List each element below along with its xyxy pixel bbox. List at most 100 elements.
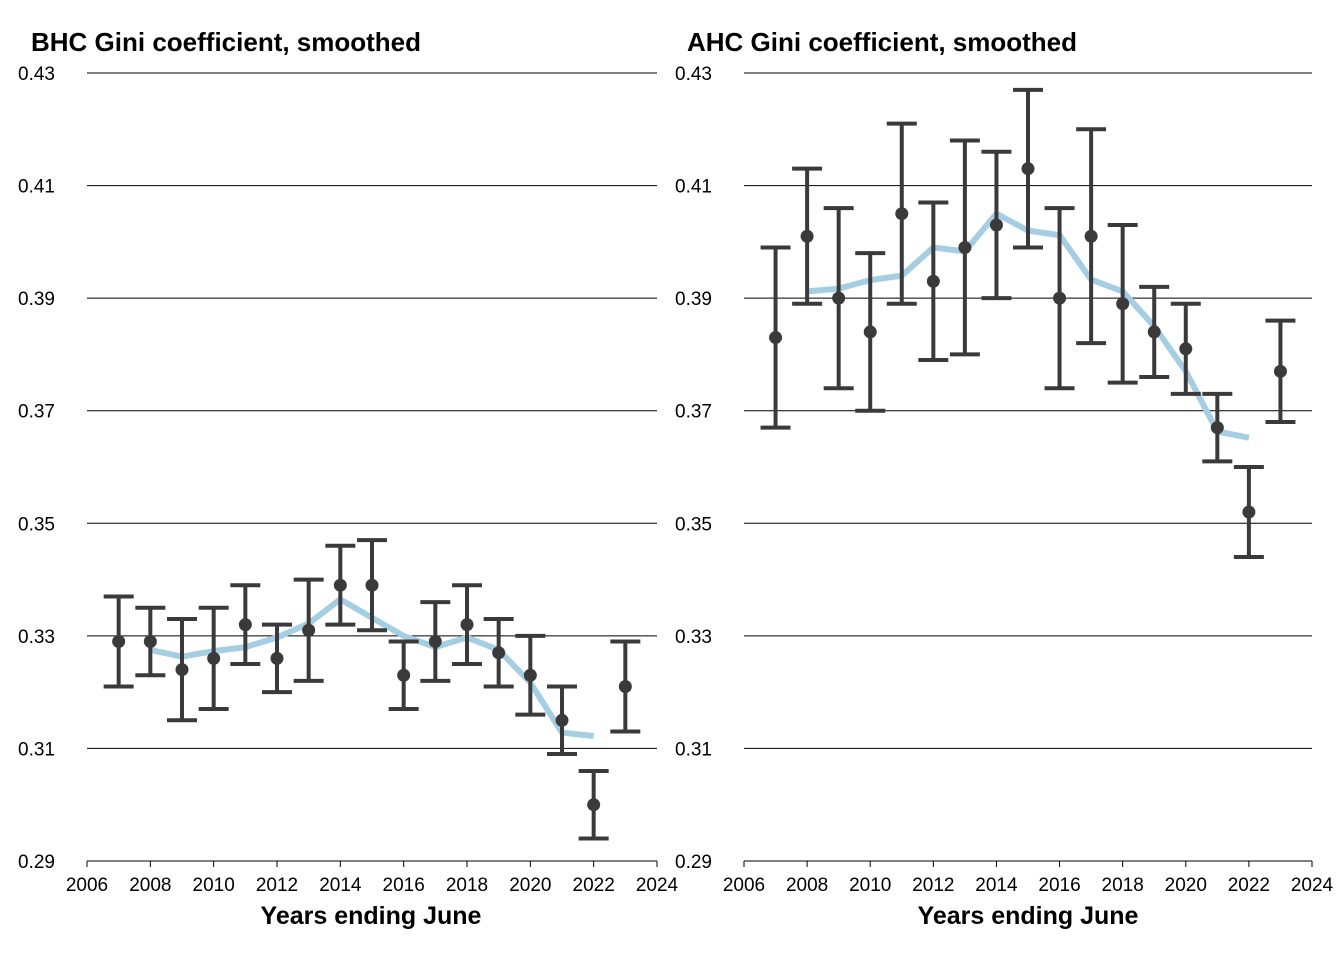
data-point [555,713,569,727]
chart-title: BHC Gini coefficient, smoothed [31,27,421,57]
error-bar [981,149,1012,301]
y-tick-label: 0.41 [675,177,712,198]
error-bar [1107,222,1138,385]
y-tick-label: 0.35 [18,514,55,535]
y-tick-label: 0.37 [18,402,55,423]
error-bar [1170,301,1201,396]
error-bar [357,538,387,633]
data-point [1021,162,1035,176]
data-point [143,634,157,648]
y-tick-label: 0.37 [675,402,712,423]
x-tick-label: 2024 [1291,875,1334,896]
data-point [175,663,189,677]
error-bar [388,639,419,712]
error-bar [1076,127,1107,346]
data-point [523,668,537,682]
x-tick-label: 2022 [573,875,615,896]
error-bar [610,639,641,734]
x-tick-label: 2010 [849,875,891,896]
error-bar [293,577,324,683]
error-bar [578,768,609,841]
x-tick-label: 2012 [256,875,298,896]
x-tick-label: 2008 [786,875,828,896]
error-bar [103,594,134,689]
y-tick-label: 0.29 [675,852,712,873]
data-point [492,646,506,660]
error-bar [1139,284,1170,379]
x-tick-label: 2016 [383,875,425,896]
x-axis-label: Years ending June [261,902,482,930]
error-bar [886,121,917,306]
bhc-gini-panel: BHC Gini coefficient, smoothed Years end… [18,27,679,930]
data-point [1210,421,1224,435]
data-point [618,680,632,694]
data-point [1273,364,1287,378]
error-bar [483,616,514,689]
y-tick-label: 0.33 [18,627,55,648]
error-bar [420,600,451,683]
x-tick-label: 2022 [1228,875,1270,896]
x-tick-label: 2012 [912,875,954,896]
x-tick-label: 2016 [1038,875,1080,896]
error-bar [1265,318,1296,424]
x-tick-label: 2018 [1102,875,1144,896]
x-tick-label: 2006 [723,875,765,896]
data-point [270,651,284,665]
error-bar [760,245,791,430]
error-bar [918,200,949,363]
y-tick-label: 0.29 [18,852,55,873]
data-point [1147,325,1161,339]
data-point [302,623,316,637]
data-point [333,578,347,592]
error-bar [547,684,577,757]
error-bar [452,583,482,666]
data-point [958,240,972,254]
error-bar [135,605,166,678]
data-point [1053,291,1067,305]
x-tick-label: 2014 [319,875,362,896]
data-point [587,798,601,812]
data-point [832,291,846,305]
data-point [989,218,1003,232]
x-tick-label: 2010 [193,875,235,896]
x-tick-label: 2020 [1165,875,1207,896]
data-point [207,651,221,665]
error-bar [1044,206,1075,391]
error-bar [230,583,261,666]
data-point [428,634,442,648]
data-point [926,274,940,288]
error-bar [949,138,980,357]
error-bar [1013,87,1043,250]
y-tick-label: 0.31 [18,739,55,760]
error-bar [167,616,197,723]
data-point [397,668,411,682]
error-bar [1202,391,1233,464]
error-bar [823,206,854,391]
data-point [112,634,126,648]
x-tick-label: 2008 [129,875,171,896]
data-point [800,229,814,243]
error-bar [792,166,823,306]
error-bar [855,251,886,413]
ahc-gini-panel: AHC Gini coefficient, smoothed Years end… [675,27,1334,930]
y-tick-label: 0.35 [675,514,712,535]
x-axis-label: Years ending June [918,902,1139,930]
error-bar [198,605,229,712]
x-tick-label: 2024 [636,875,679,896]
error-bar [325,543,356,627]
error-bar [515,633,546,717]
y-tick-label: 0.43 [18,64,55,85]
data-point [238,618,252,632]
data-point [895,207,909,221]
x-tick-label: 2018 [446,875,488,896]
data-point [1242,505,1256,519]
data-point [1179,342,1193,356]
data-point [769,331,783,345]
data-point [1116,297,1130,311]
y-tick-label: 0.31 [675,739,712,760]
x-tick-label: 2014 [975,875,1018,896]
chart-title: AHC Gini coefficient, smoothed [687,27,1077,57]
x-tick-label: 2006 [66,875,108,896]
y-tick-label: 0.39 [675,289,712,310]
